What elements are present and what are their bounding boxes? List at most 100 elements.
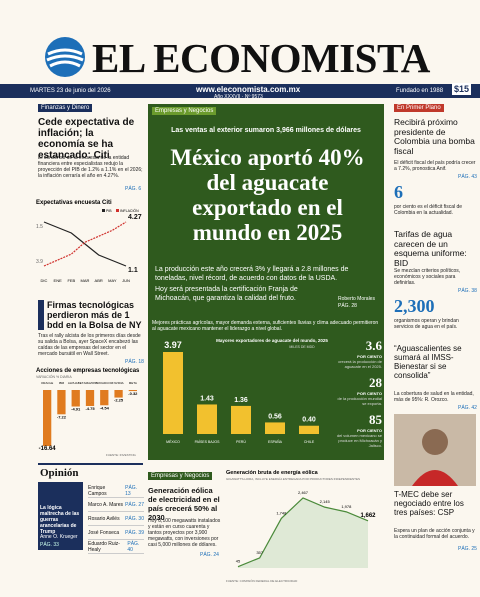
bar (299, 425, 319, 434)
x-tick-label: ABR (95, 278, 103, 283)
columnist: Marco A. Mares PÁG. 27 (88, 498, 144, 512)
columnist: José Fonseca PÁG. 39 (88, 526, 144, 540)
logo-mark (45, 37, 85, 77)
data-label: 1.36 (234, 397, 248, 404)
columnist: Rosario Avilés PÁG. 30 (88, 512, 144, 526)
data-label: 2,145 (320, 499, 331, 504)
stat-unit: POR CIENTO (357, 354, 382, 359)
x-tick-label: MAR (81, 278, 90, 283)
page-ref: PÁG. 6 (125, 186, 142, 192)
category-label: NVIDIA (114, 381, 124, 385)
date: MARTES 23 de junio del 2026 (30, 88, 111, 94)
columnist: Eduardo Ruiz-Healy PÁG. 40 (88, 540, 144, 554)
author: Roberto Morales (338, 296, 375, 302)
section-title: Opinión (40, 467, 79, 479)
page-ref: PÁG. 28 (338, 303, 357, 309)
bar (85, 390, 95, 406)
bullet: Tras el rally alcista de los primeros dí… (38, 333, 141, 357)
headline: Recibirá próximo presidente de Colombia … (394, 117, 475, 156)
section-tag: Empresas y Negocios (152, 107, 217, 115)
x-tick-label: DIC (41, 278, 48, 283)
data-label: -2.25 (114, 398, 124, 403)
columnist-page: PÁG. 13 (125, 484, 138, 497)
rule (38, 463, 143, 465)
bar (100, 390, 109, 406)
data-label: 0.40 (302, 417, 316, 424)
category-label: MÉXICO (166, 439, 180, 444)
chart-subtitle: MILES DE MDD (289, 345, 315, 349)
bar (71, 390, 80, 407)
bullet: El déficit fiscal del país podría crecer… (394, 160, 476, 172)
bullet: Espera un plan de acción conjunta y la c… (394, 528, 475, 540)
data-label: 1,978 (341, 504, 352, 509)
photo (394, 414, 476, 486)
data-label: 3.97 (164, 340, 182, 350)
data-label: -4.54 (100, 405, 110, 410)
page-ref: PÁG. 43 (458, 174, 477, 180)
data-label: -16.64 (39, 446, 57, 452)
page-ref: PÁG. 38 (458, 288, 477, 294)
stat-unit: POR CIENTO (357, 428, 382, 433)
headline: Generación eólica de electricidad en el … (148, 486, 220, 522)
bullets: La producción este año crecerá 3% y lleg… (155, 266, 381, 306)
headline: “Aguascalientes se sumará al IMSS-Bienes… (394, 344, 462, 380)
x-tick-label: MAY (108, 278, 117, 283)
stat-text: crecerá la producción de aguacate en el … (338, 359, 382, 369)
columnist-name: José Fonseca (88, 529, 120, 536)
bullet: La producción este año crecerá 3% y lleg… (155, 266, 349, 282)
page-ref: PÁG. 18 (125, 359, 144, 365)
tech-chart: Acciones de empresas tecnológicasVARIACI… (36, 368, 140, 457)
data-label: 2,467 (298, 490, 309, 495)
page-ref: PÁG. 24 (200, 552, 219, 558)
headline: Tarifas de agua carecen de un esquema un… (394, 229, 467, 268)
stat-value: 85 (369, 412, 382, 427)
source: FUENTE: COMISIÓN FEDERAL DE ELECTRICIDAD (226, 578, 298, 583)
founded: Fundado en 1988 (396, 88, 444, 94)
data-label: 45 (236, 559, 241, 564)
bar (128, 390, 137, 392)
data-label: 1.1 (128, 267, 138, 274)
source: FUENTE: INVESTING (106, 453, 137, 457)
section-tag: Empresas y Negocios (148, 472, 213, 480)
x-tick-label: FEB (67, 278, 75, 283)
columnist-name: Enrique Campos (88, 484, 107, 497)
bullet: La cobertura de salud en la entidad, más… (394, 391, 474, 403)
bullet: Hoy 8,100 megawatts instalados y están e… (148, 518, 221, 548)
feature-headline: La lógica maltrecha de las guerras aranc… (40, 505, 80, 535)
stat-text: de la producción mundial se exporta. (337, 396, 382, 406)
issue: Año XXXVII · Nº 9573 (214, 94, 263, 100)
columnist-page: PÁG. 40 (127, 540, 140, 553)
chart-title: Acciones de empresas tecnológicas (36, 368, 140, 374)
stat: 6 (394, 182, 403, 202)
stat-text: del volumen mexicano se produce en Micho… (336, 433, 382, 448)
data-label: 4.27 (128, 214, 142, 221)
bullet: Hoy será presentada la certificación Fra… (155, 286, 298, 302)
bar (197, 404, 217, 434)
page-ref: PÁG. 42 (458, 405, 477, 411)
data-label: 1,748 (276, 510, 287, 515)
area (238, 498, 368, 568)
avocado-chart: Mayores exportadores de aguacate del mun… (163, 338, 328, 444)
columnists: Enrique Campos PÁG. 13 Marco A. Mares PÁG. … (88, 484, 144, 554)
category-label: ALPHABET (68, 381, 84, 385)
feature-author: Anne O. Krueger (40, 534, 78, 540)
page-ref: PÁG. 25 (458, 546, 477, 552)
category-label: BROADCOM (95, 381, 113, 385)
bullet: Se mezclan criterios políticos, económic… (394, 268, 461, 286)
data-label: 1.5 (36, 224, 43, 230)
category-label: CHILE (304, 440, 315, 444)
category-label: ORACLE (41, 381, 53, 385)
energy-chart: Generación bruta de energía eólicaGIGAWA… (226, 470, 376, 583)
stat-text: por ciento es el déficit fiscal de Colom… (394, 204, 463, 216)
columnist-page: PÁG. 30 (125, 515, 144, 522)
bar (163, 352, 183, 434)
section-tag: En Primer Plano (394, 104, 444, 112)
chart-subtitle: GIGAWATTS-HORA, INCLUYE ENERGÍA ENTREGAD… (226, 477, 360, 481)
line (43, 221, 127, 267)
legend-swatch (102, 209, 105, 212)
stat-value: 28 (369, 375, 382, 390)
line (237, 497, 369, 568)
price: $15 (452, 83, 472, 95)
category-label: ESPAÑA (268, 439, 283, 444)
